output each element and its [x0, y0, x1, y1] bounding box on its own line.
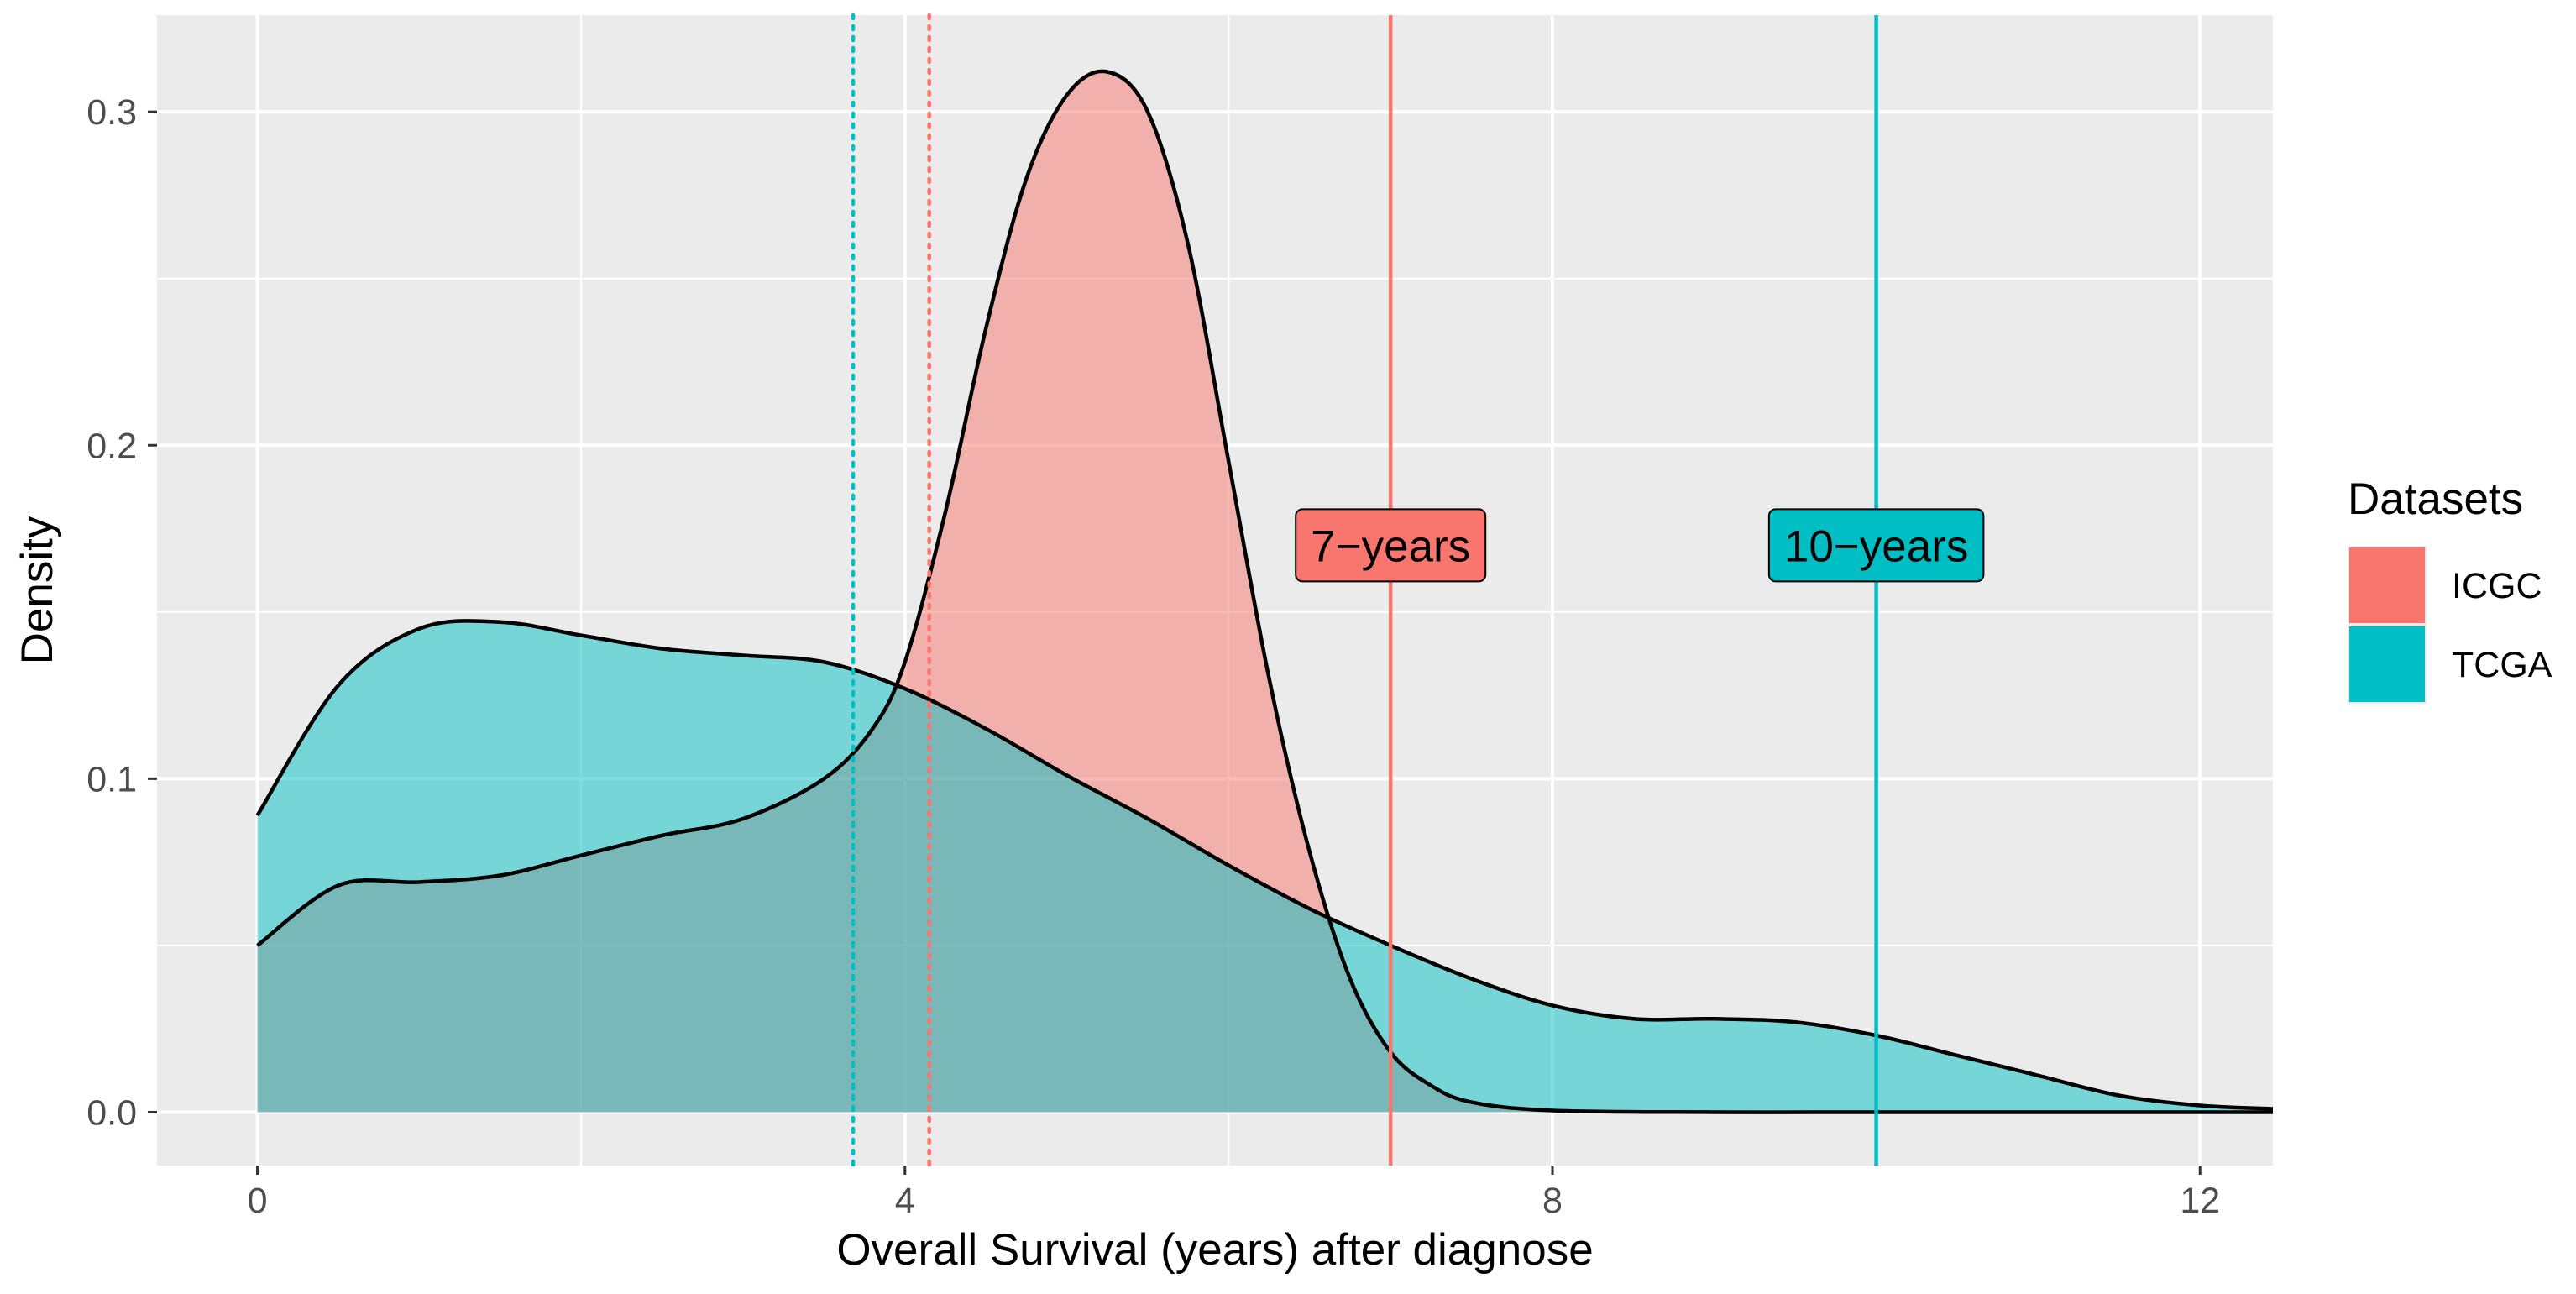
density-area-tcga — [257, 621, 2273, 1113]
annotation-box-1 — [1767, 508, 1985, 583]
legend-swatch-icgc — [2349, 547, 2425, 623]
legend-entries: ICGC TCGA — [2348, 546, 2552, 704]
x-tick-label: 12 — [2180, 1181, 2220, 1221]
annotation-label-1: 10−years — [1784, 521, 1969, 571]
y-tick-label: 0.3 — [86, 92, 137, 133]
legend: Datasets ICGC TCGA — [2348, 474, 2552, 704]
annotations: 7−years 10−years — [1295, 508, 1985, 583]
density-line-icgc — [256, 69, 2273, 1114]
axes: 0 4 8 12 0.0 0.1 0.2 0.3 — [86, 92, 2220, 1221]
legend-swatch-tcga — [2349, 626, 2425, 702]
x-tick-label: 4 — [895, 1181, 915, 1221]
legend-label-icgc: ICGC — [2452, 566, 2542, 606]
x-axis-title: Overall Survival (years) after diagnose — [836, 1225, 1593, 1275]
x-tick-label: 8 — [1542, 1181, 1563, 1221]
x-tick-label: 0 — [248, 1181, 268, 1221]
annotation-box-0 — [1295, 508, 1487, 583]
density-line-tcga — [255, 619, 2274, 1111]
y-tick-label: 0.0 — [86, 1092, 137, 1133]
annotation-label-0: 7−years — [1311, 521, 1470, 571]
y-tick-label: 0.2 — [86, 426, 137, 466]
reference-lines — [851, 13, 1878, 1168]
legend-title: Datasets — [2348, 474, 2523, 524]
legend-label-tcga: TCGA — [2452, 645, 2552, 685]
density-areas — [255, 69, 2274, 1114]
y-tick-label: 0.1 — [86, 759, 137, 799]
y-axis-title: Density — [13, 516, 62, 664]
